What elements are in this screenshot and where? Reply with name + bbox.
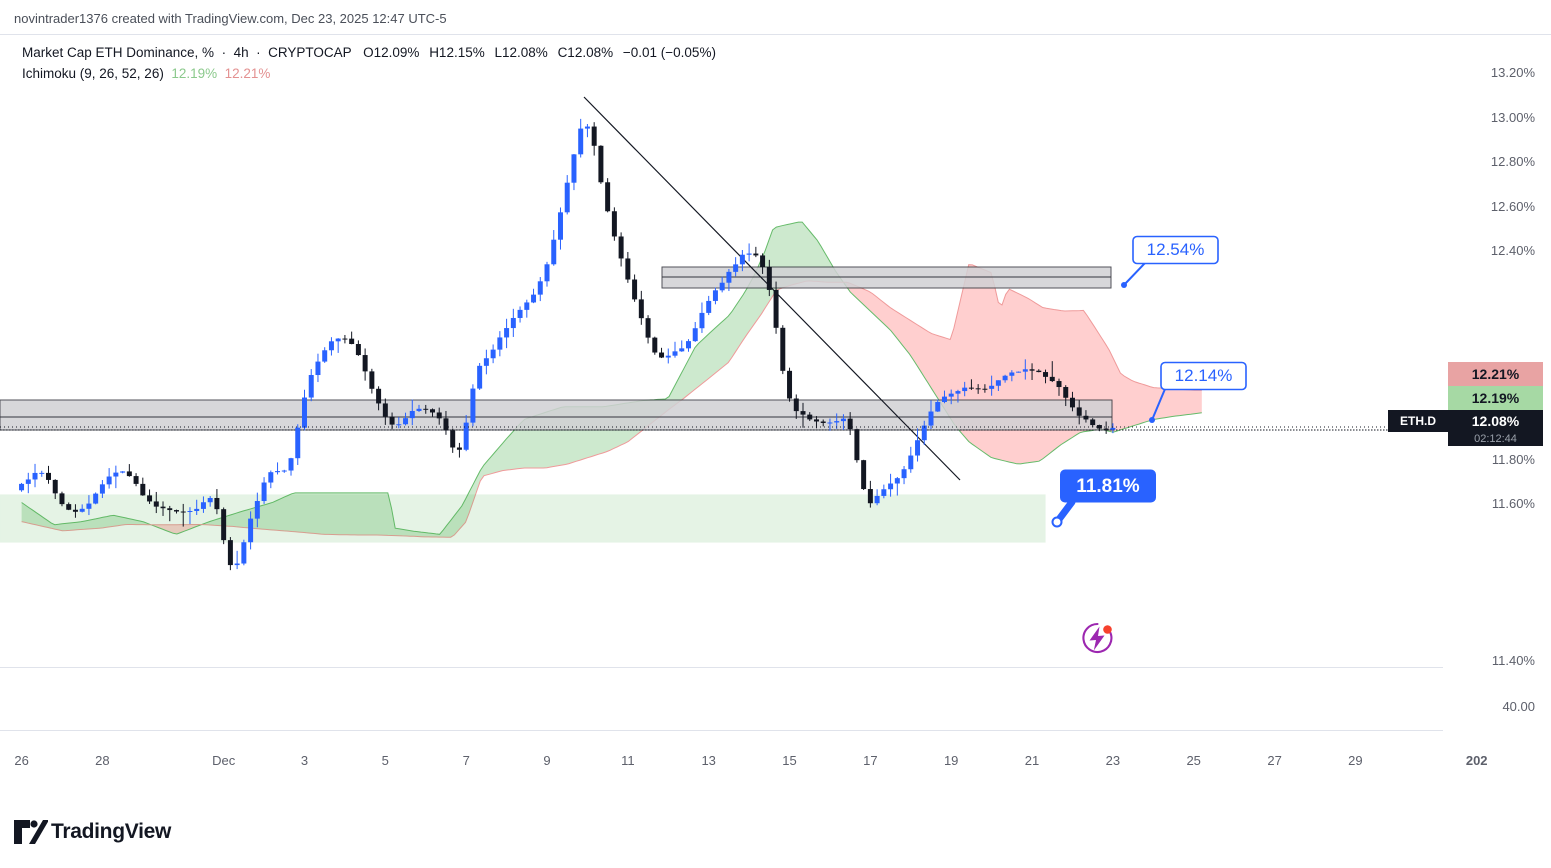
svg-text:12.14%: 12.14% <box>1175 366 1233 385</box>
svg-text:11.81%: 11.81% <box>1076 476 1139 497</box>
svg-text:12.54%: 12.54% <box>1147 240 1205 259</box>
